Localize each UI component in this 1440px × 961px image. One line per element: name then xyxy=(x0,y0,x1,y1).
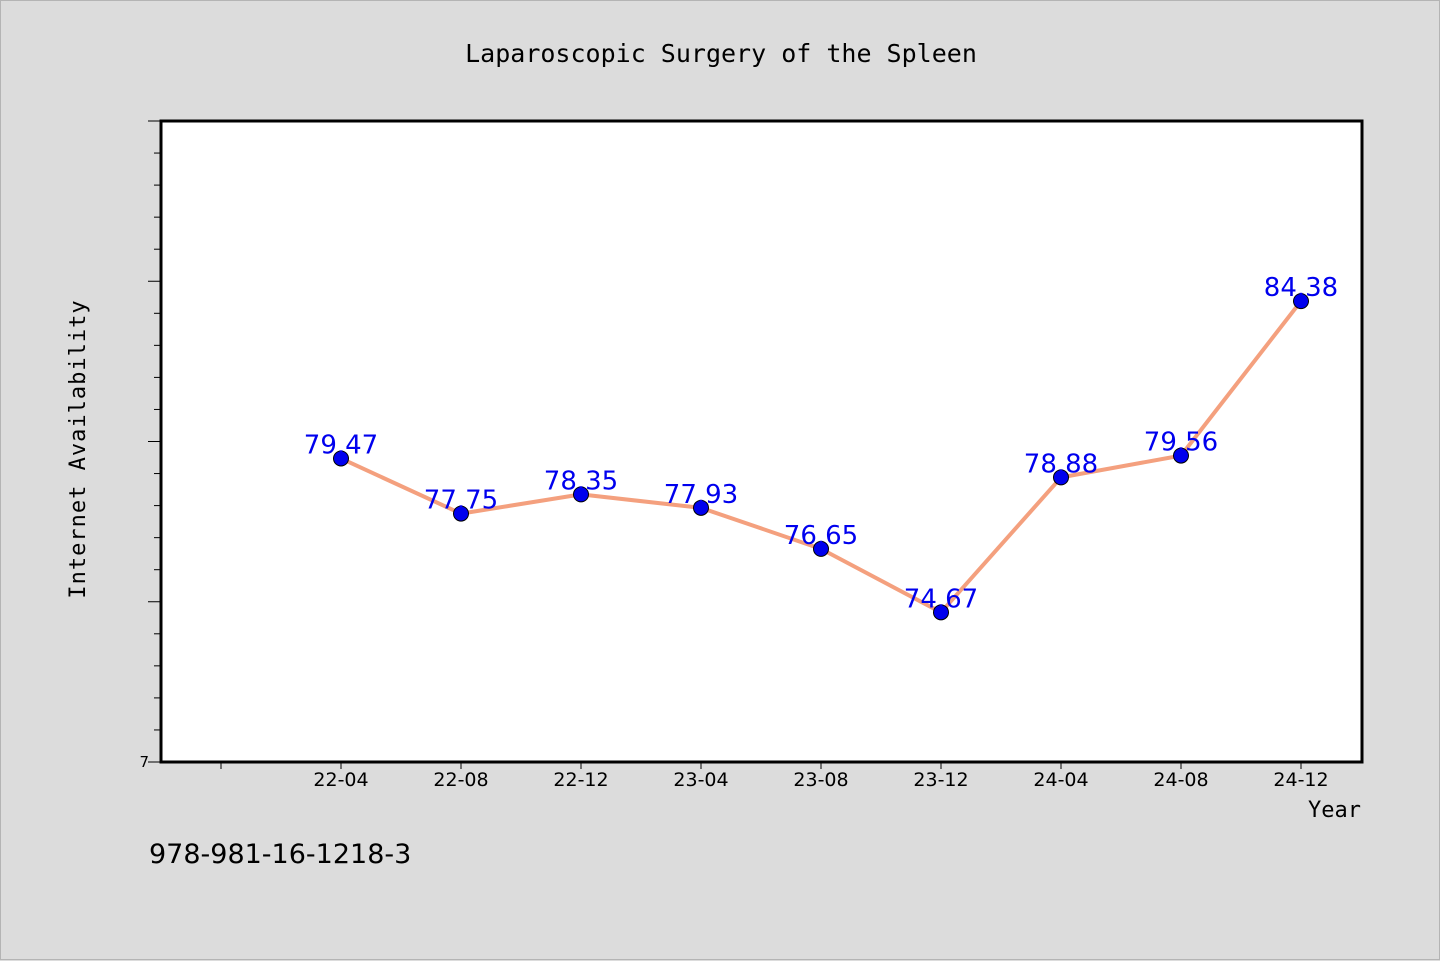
x-tick-label: 22-04 xyxy=(313,769,368,791)
y-tick-label: 7 xyxy=(139,753,149,771)
x-tick-label: 23-08 xyxy=(793,769,848,791)
data-point xyxy=(813,540,829,557)
x-axis-ticks: 22-04 22-08 22-12 23-04 23-08 23-12 24-04 24-08… xyxy=(220,762,1329,791)
data-point xyxy=(693,499,709,516)
x-tick-label: 24-12 xyxy=(1273,769,1328,791)
x-tick-label: 24-08 xyxy=(1153,769,1208,791)
data-label: 77.93 xyxy=(664,480,738,510)
footer-text: 978-981-16-1218-3 xyxy=(149,839,411,870)
data-point xyxy=(573,486,589,503)
x-tick-label: 23-04 xyxy=(673,769,728,791)
y-axis-ticks xyxy=(148,120,161,763)
data-label: 79.47 xyxy=(304,430,378,460)
series-line-group: 79.47 77.75 78.35 77.93 76.65 74.67 78.88 79.56… xyxy=(304,273,1338,621)
data-point xyxy=(1053,469,1069,486)
data-label: 84.38 xyxy=(1264,273,1338,303)
x-tick-label: 24-04 xyxy=(1033,769,1088,791)
chart-title: Laparoscopic Surgery of the Spleen xyxy=(465,39,977,68)
data-point xyxy=(333,450,349,467)
x-axis-label: Year xyxy=(1308,798,1361,823)
data-label: 77.75 xyxy=(424,486,498,516)
data-label: 78.88 xyxy=(1024,449,1098,479)
data-label: 74.67 xyxy=(904,584,978,614)
x-tick-label: 22-12 xyxy=(553,769,608,791)
data-point xyxy=(933,604,949,621)
data-label: 79.56 xyxy=(1144,428,1218,458)
data-label: 78.35 xyxy=(544,466,618,496)
data-point xyxy=(1293,293,1309,310)
plot-area xyxy=(159,119,1364,764)
data-point xyxy=(453,505,469,522)
data-label: 76.65 xyxy=(784,521,858,551)
data-point xyxy=(1173,447,1189,464)
x-tick-label: 23-12 xyxy=(913,769,968,791)
y-axis-label: Internet Availability xyxy=(66,299,91,598)
x-tick-label: 22-08 xyxy=(433,769,488,791)
